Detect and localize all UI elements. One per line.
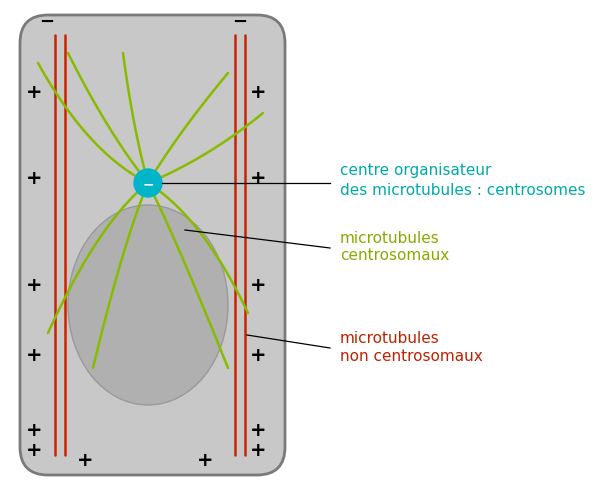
Text: +: + xyxy=(250,168,266,188)
Text: +: + xyxy=(77,451,93,469)
Text: +: + xyxy=(26,441,42,459)
Text: microtubules: microtubules xyxy=(340,231,440,246)
Text: +: + xyxy=(250,441,266,459)
Text: +: + xyxy=(26,82,42,101)
Text: +: + xyxy=(250,420,266,440)
Text: +: + xyxy=(26,420,42,440)
Text: +: + xyxy=(26,276,42,294)
Text: +: + xyxy=(250,345,266,365)
Text: −: − xyxy=(142,177,154,191)
FancyBboxPatch shape xyxy=(20,15,285,475)
Text: des microtubules : centrosomes: des microtubules : centrosomes xyxy=(340,182,585,198)
Text: non centrosomaux: non centrosomaux xyxy=(340,348,483,364)
Text: microtubules: microtubules xyxy=(340,330,440,345)
Text: +: + xyxy=(26,168,42,188)
Text: −: − xyxy=(233,13,248,31)
Ellipse shape xyxy=(68,205,228,405)
Text: −: − xyxy=(40,13,55,31)
Text: +: + xyxy=(197,451,213,469)
Text: +: + xyxy=(250,82,266,101)
Circle shape xyxy=(134,169,162,197)
Text: centre organisateur: centre organisateur xyxy=(340,163,492,177)
Text: +: + xyxy=(250,276,266,294)
Text: centrosomaux: centrosomaux xyxy=(340,247,450,262)
Text: +: + xyxy=(26,345,42,365)
